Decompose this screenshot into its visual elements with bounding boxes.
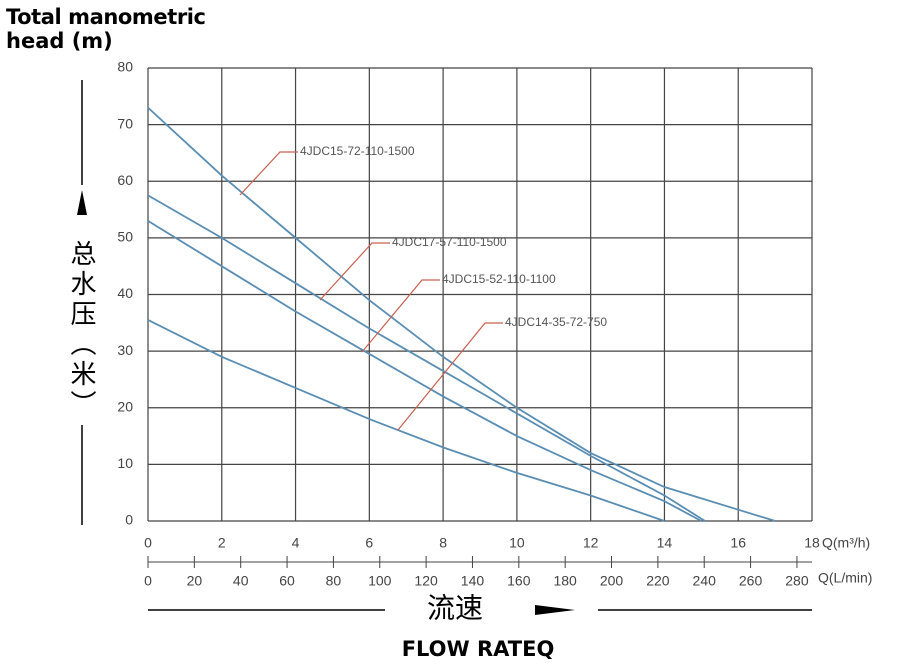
y-axis-title: Total manometric bbox=[6, 5, 206, 29]
y-tick-label: 50 bbox=[117, 229, 133, 245]
x-tick-label: 2 bbox=[218, 535, 226, 551]
x-tick-label: 0 bbox=[144, 535, 152, 551]
x2-tick-label: 180 bbox=[553, 573, 577, 589]
x-tick-label: 18 bbox=[804, 535, 820, 551]
x2-tick-label: 160 bbox=[507, 573, 531, 589]
x-tick-label: 8 bbox=[439, 535, 447, 551]
x2-tick-label: 40 bbox=[233, 573, 249, 589]
x2-tick-label: 20 bbox=[187, 573, 203, 589]
x2-tick-label: 200 bbox=[600, 573, 624, 589]
x-unit: Q(m³/h) bbox=[822, 535, 870, 551]
x2-tick-label: 140 bbox=[461, 573, 485, 589]
leader-line bbox=[397, 322, 503, 431]
leader-line bbox=[319, 242, 390, 301]
x2-tick-label: 280 bbox=[785, 573, 809, 589]
x2-tick-label: 260 bbox=[739, 573, 763, 589]
y-tick-label: 80 bbox=[117, 59, 133, 75]
y-tick-label: 10 bbox=[117, 455, 133, 471]
series-label: 4JDC15-72-110-1500 bbox=[300, 144, 415, 158]
x2-tick-label: 80 bbox=[326, 573, 342, 589]
x-tick-label: 4 bbox=[292, 535, 300, 551]
series-label: 4JDC14-35-72-750 bbox=[505, 315, 607, 329]
y-axis-title-cn: 总水压（米） bbox=[67, 240, 97, 420]
arrow bbox=[535, 605, 575, 615]
x-axis-title: FLOW RATEQ bbox=[402, 637, 555, 661]
line-series bbox=[147, 220, 702, 522]
x-tick-label: 16 bbox=[730, 535, 746, 551]
x2-tick-label: 0 bbox=[144, 573, 152, 589]
x-tick-label: 6 bbox=[365, 535, 373, 551]
line-series bbox=[147, 194, 706, 522]
leader-line bbox=[361, 279, 440, 353]
x-axis-title-cn: 流速 bbox=[427, 592, 483, 623]
x2-tick-label: 100 bbox=[368, 573, 392, 589]
y-tick-label: 20 bbox=[117, 398, 133, 414]
leader-line bbox=[239, 151, 298, 196]
line-series bbox=[147, 106, 776, 522]
x2-unit: Q(L/min) bbox=[818, 570, 872, 586]
y-tick-label: 60 bbox=[117, 172, 133, 188]
arrow bbox=[77, 190, 87, 215]
series-label: 4JDC15-52-110-1100 bbox=[442, 272, 556, 286]
x2-tick-label: 60 bbox=[279, 573, 295, 589]
y-tick-label: 30 bbox=[117, 342, 133, 358]
x-tick-label: 14 bbox=[657, 535, 673, 551]
x2-tick-label: 220 bbox=[646, 573, 670, 589]
x-tick-label: 12 bbox=[583, 535, 599, 551]
y-tick-label: 70 bbox=[117, 115, 133, 131]
x2-tick-label: 120 bbox=[414, 573, 438, 589]
y-axis-title: head (m) bbox=[6, 29, 113, 53]
y-tick-label: 40 bbox=[117, 285, 133, 301]
y-tick-label: 0 bbox=[125, 512, 133, 528]
x2-tick-label: 240 bbox=[693, 573, 717, 589]
line-series bbox=[147, 319, 665, 522]
series-label: 4JDC17-57-110-1500 bbox=[392, 235, 507, 249]
x-tick-label: 10 bbox=[509, 535, 525, 551]
